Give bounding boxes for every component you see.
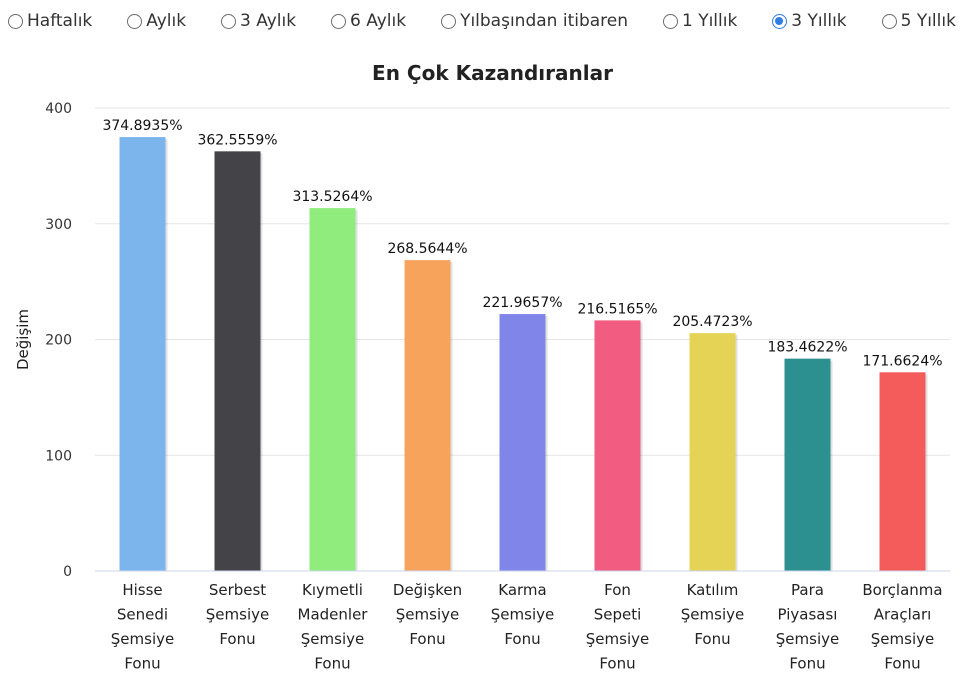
x-tick-label-line: Şemsiye	[681, 606, 744, 624]
x-tick-label-line: Piyasası	[778, 606, 838, 624]
x-tick-label-line: Fonu	[789, 655, 825, 673]
radio-unchecked-icon[interactable]	[881, 13, 897, 29]
x-tick-label-line: Fonu	[884, 655, 920, 673]
period-option[interactable]: Haftalık	[8, 11, 92, 31]
data-label: 216.5165%	[577, 301, 657, 317]
x-tick-label-line: Şemsiye	[586, 630, 649, 648]
data-label: 313.5264%	[292, 189, 372, 205]
bar	[594, 320, 641, 571]
x-tick-label-line: Şemsiye	[396, 606, 459, 624]
x-tick-label-line: Şemsiye	[491, 606, 554, 624]
x-tick-label: Borçlanma Araçları Şemsiye Fonu	[862, 581, 942, 673]
x-tick-label: Hisse Senedi Şemsiye Fonu	[111, 581, 174, 673]
x-tick-label-line: Değişken	[393, 581, 462, 599]
bar	[499, 314, 546, 571]
x-tick-label-line: Fon	[604, 581, 631, 599]
period-option[interactable]: 5 Yıllık	[881, 11, 956, 31]
x-tick-label-line: Fonu	[124, 655, 160, 673]
data-label: 171.6624%	[862, 353, 942, 369]
period-option-label: Aylık	[146, 11, 187, 31]
period-option-label: 1 Yıllık	[681, 11, 738, 31]
x-tick-label-line: Şemsiye	[111, 630, 174, 648]
radio-unchecked-icon[interactable]	[331, 13, 347, 29]
x-tick-label-line: Araçları	[874, 606, 932, 624]
x-tick-label-line: Fonu	[599, 655, 635, 673]
x-tick-label-line: Fonu	[314, 655, 350, 673]
radio-unchecked-icon[interactable]	[8, 13, 23, 29]
x-tick-label: Serbest Şemsiye Fonu	[206, 581, 269, 648]
bar	[784, 358, 831, 571]
chart-title: En Çok Kazandıranlar	[372, 61, 613, 85]
bar	[309, 208, 356, 571]
y-tick-label: 200	[45, 333, 72, 349]
x-tick-label-line: Şemsiye	[776, 630, 839, 648]
bar	[119, 137, 166, 571]
y-tick-label: 0	[63, 564, 72, 580]
x-tick-label-line: Para	[791, 581, 824, 599]
radio-unchecked-icon[interactable]	[441, 13, 457, 29]
x-tick-label: Kıymetli Madenler Şemsiye Fonu	[298, 581, 369, 673]
period-option[interactable]: Yılbaşından itibaren	[441, 11, 628, 31]
x-tick-label: Karma Şemsiye Fonu	[491, 581, 554, 648]
radio-unchecked-icon[interactable]	[127, 13, 143, 29]
x-tick-label-line: Karma	[498, 581, 546, 599]
x-tick-label-line: Sepeti	[594, 606, 642, 624]
x-tick-label: Değişken Şemsiye Fonu	[393, 581, 462, 648]
period-option-label: 6 Aylık	[350, 11, 407, 31]
x-tick-label-line: Şemsiye	[871, 630, 934, 648]
period-option-label: 3 Aylık	[240, 11, 297, 31]
bar-chart: En Çok Kazandıranlar 0 100 200 300 400 Değişim…	[14, 61, 950, 673]
period-option-label: Yılbaşından itibaren	[460, 11, 629, 31]
radio-checked-icon[interactable]	[772, 13, 788, 29]
x-tick-label-line: Hisse	[122, 581, 162, 599]
x-tick-label-line: Katılım	[687, 581, 739, 599]
x-tick-label: Fon Sepeti Şemsiye Fonu	[586, 581, 649, 673]
period-option-label: Haftalık	[27, 11, 93, 31]
period-option-label: 5 Yıllık	[900, 11, 956, 31]
x-tick-label-line: Senedi	[117, 606, 168, 624]
period-option[interactable]: 3 Aylık	[221, 11, 296, 31]
data-label: 374.8935%	[102, 118, 182, 134]
period-option[interactable]: 1 Yıllık	[662, 11, 738, 31]
data-label: 362.5559%	[197, 132, 277, 148]
x-tick-label-line: Fonu	[409, 630, 445, 648]
x-tick-label-line: Fonu	[694, 630, 730, 648]
x-tick-label-line: Madenler	[298, 606, 369, 624]
bar	[879, 372, 926, 571]
bar	[404, 260, 451, 571]
y-tick-label: 300	[45, 217, 72, 233]
x-tick-label-line: Serbest	[209, 581, 266, 599]
bar	[689, 333, 736, 571]
period-option-label: 3 Yıllık	[791, 11, 847, 31]
bar	[214, 151, 261, 571]
period-option[interactable]: 6 Aylık	[331, 11, 406, 31]
y-axis-label: Değişim	[14, 309, 32, 370]
y-tick-label: 100	[45, 448, 72, 464]
period-option[interactable]: Aylık	[127, 11, 186, 31]
data-label: 183.4622%	[767, 340, 847, 356]
x-tick-label-line: Fonu	[219, 630, 255, 648]
x-tick-label-line: Fonu	[504, 630, 540, 648]
radio-unchecked-icon[interactable]	[221, 13, 237, 29]
data-label: 205.4723%	[672, 314, 752, 330]
x-tick-label: Katılım Şemsiye Fonu	[681, 581, 744, 648]
data-label: 268.5644%	[387, 241, 467, 257]
data-label: 221.9657%	[482, 295, 562, 311]
x-tick-label-line: Kıymetli	[302, 581, 363, 599]
radio-unchecked-icon[interactable]	[662, 13, 678, 29]
x-tick-label-line: Şemsiye	[301, 630, 364, 648]
y-tick-label: 400	[45, 101, 72, 117]
period-option[interactable]: 3 Yıllık	[772, 11, 847, 31]
x-tick-label: Para Piyasası Şemsiye Fonu	[776, 581, 839, 673]
period-selector: Haftalık Aylık 3 Aylık 6 Aylık Yılbaşından i…	[8, 6, 956, 36]
x-tick-label-line: Borçlanma	[862, 581, 942, 599]
x-tick-label-line: Şemsiye	[206, 606, 269, 624]
